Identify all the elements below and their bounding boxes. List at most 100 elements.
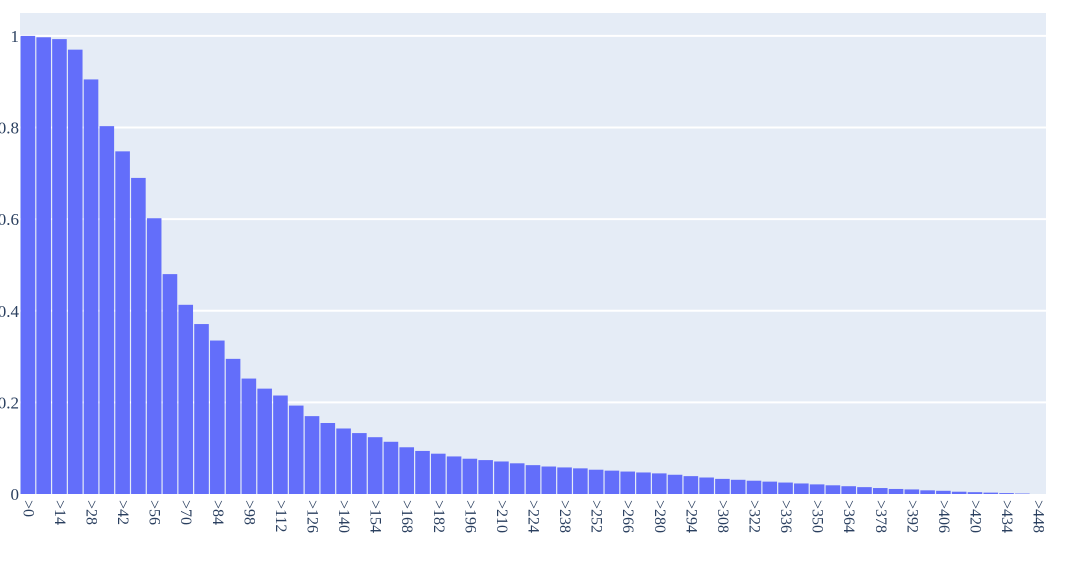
bar [526, 465, 541, 494]
bar [52, 39, 67, 494]
bar [257, 389, 272, 494]
bar [273, 396, 288, 494]
bar [415, 451, 430, 494]
bar [589, 470, 604, 494]
x-tick-label: >238 [556, 500, 573, 533]
bar [289, 406, 304, 494]
x-tick-label: >308 [714, 500, 731, 533]
x-tick-label: >392 [903, 500, 920, 533]
bar [636, 472, 651, 494]
bar [905, 489, 920, 494]
bar [210, 341, 225, 494]
x-tick-label: >322 [745, 500, 762, 533]
bar [731, 480, 746, 494]
x-tick-label: >140 [335, 500, 352, 533]
x-tick-label: >154 [367, 500, 384, 533]
x-tick-label: >0 [19, 500, 36, 517]
bar [889, 489, 904, 494]
bar [747, 481, 762, 494]
bar [573, 468, 588, 494]
x-tick-label: >266 [619, 500, 636, 533]
bar [447, 456, 462, 494]
x-tick-label: >350 [809, 500, 826, 533]
bar [873, 488, 888, 494]
x-tick-label: >70 [177, 500, 194, 525]
x-tick-label: >182 [430, 500, 447, 533]
x-tick-label: >364 [840, 500, 857, 533]
x-tick-label: >168 [398, 500, 415, 533]
x-tick-label: >98 [240, 500, 257, 525]
bar [794, 483, 809, 494]
x-tick-label: >294 [682, 500, 699, 533]
bar [968, 492, 983, 494]
bar [668, 475, 683, 494]
bar [431, 454, 446, 494]
x-tick-label: >406 [935, 500, 952, 533]
bar [463, 459, 478, 494]
x-tick-label: >224 [525, 500, 542, 533]
bar [84, 79, 99, 494]
y-tick-label: 0.6 [0, 210, 19, 229]
x-tick-label: >14 [51, 500, 68, 525]
bar [699, 478, 714, 494]
x-tick-label: >434 [998, 500, 1015, 533]
bar [305, 416, 320, 494]
bar [778, 483, 793, 494]
x-tick-label: >280 [651, 500, 668, 533]
bar [178, 305, 193, 494]
bar [68, 50, 83, 494]
bar [715, 479, 730, 494]
x-tick-label: >84 [209, 500, 226, 525]
bar [510, 463, 525, 494]
bar [762, 482, 777, 494]
bar [21, 36, 36, 494]
x-tick-label: >378 [872, 500, 889, 533]
bar [826, 485, 841, 494]
bar [147, 218, 162, 494]
x-axis-tick-labels: >0>14>28>42>56>70>84>98>112>126>140>154>… [19, 500, 1046, 533]
bar [620, 472, 635, 494]
bar [194, 324, 209, 494]
x-tick-label: >448 [1030, 500, 1047, 533]
bar [226, 359, 241, 494]
bar [541, 467, 556, 494]
y-axis-tick-labels: 00.20.40.60.81 [0, 27, 20, 504]
x-tick-label: >420 [966, 500, 983, 533]
bar [163, 274, 178, 494]
x-tick-label: >336 [777, 500, 794, 533]
bar [684, 476, 699, 494]
bar [952, 492, 967, 494]
bar [478, 460, 493, 494]
y-tick-label: 0.2 [0, 393, 19, 412]
bar [652, 473, 667, 494]
x-tick-label: >28 [83, 500, 100, 525]
bar [368, 437, 383, 494]
x-tick-label: >112 [272, 500, 289, 532]
x-tick-label: >252 [588, 500, 605, 533]
bar [352, 433, 367, 494]
bar [841, 486, 856, 494]
bar [131, 178, 146, 494]
bar [100, 126, 115, 494]
bar [321, 423, 336, 494]
bar [983, 493, 998, 494]
x-tick-label: >42 [114, 500, 131, 525]
bar [605, 471, 620, 494]
bar [557, 467, 572, 494]
bar [857, 487, 872, 494]
bar [115, 151, 130, 494]
x-tick-label: >210 [493, 500, 510, 533]
y-tick-label: 0.4 [0, 302, 20, 321]
bar [999, 493, 1014, 494]
x-tick-label: >196 [461, 500, 478, 533]
bar [242, 379, 257, 494]
y-tick-label: 1 [11, 27, 20, 46]
bar [36, 37, 51, 494]
bar [384, 442, 399, 494]
bar [936, 491, 951, 494]
bar [399, 447, 414, 494]
y-tick-label: 0.8 [0, 119, 19, 138]
bar [920, 490, 935, 494]
